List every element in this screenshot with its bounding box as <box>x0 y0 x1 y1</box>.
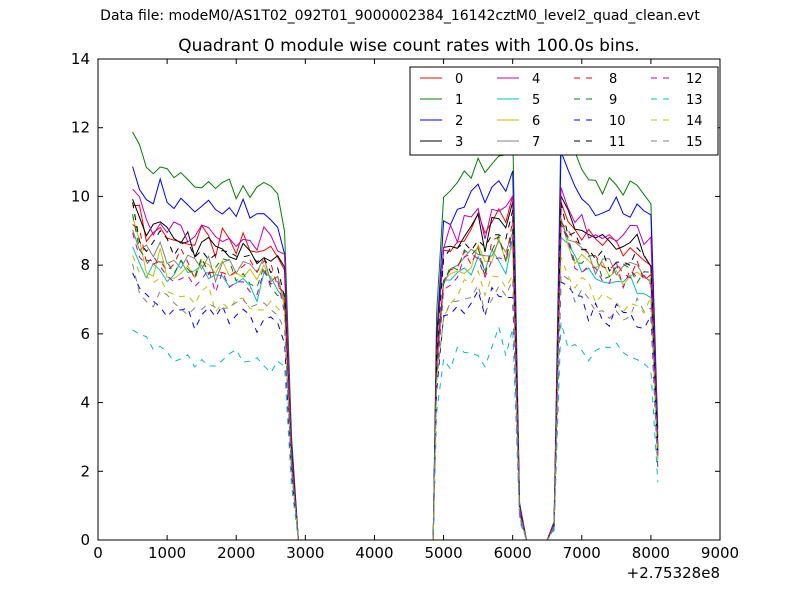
y-tick-label: 4 <box>80 394 90 412</box>
legend-label-2: 2 <box>455 114 463 129</box>
x-tick-label: 0 <box>93 544 103 562</box>
legend-label-3: 3 <box>455 135 463 150</box>
legend-label-7: 7 <box>532 135 540 150</box>
series-4-line <box>132 187 659 541</box>
y-tick-label: 14 <box>71 50 90 68</box>
series-2-line <box>132 151 659 541</box>
series-9-line <box>132 214 659 541</box>
legend-label-1: 1 <box>455 93 463 108</box>
x-tick-label: 2000 <box>217 544 255 562</box>
series-0-line <box>132 195 659 541</box>
series-14-line <box>132 255 659 541</box>
legend-label-8: 8 <box>609 72 617 87</box>
chart-title: Quadrant 0 module wise count rates with … <box>178 36 640 56</box>
legend-label-13: 13 <box>686 93 703 108</box>
legend-label-6: 6 <box>532 114 540 129</box>
axes-layer: 0 1000 2000 3000 4000 5000 6000 7000 8000 9000 0 2 4… <box>71 50 739 582</box>
y-tick-label: 10 <box>71 187 90 205</box>
series-15-line <box>132 263 659 541</box>
x-tick-label: 1000 <box>148 544 186 562</box>
y-tick-label: 0 <box>80 531 90 549</box>
x-tick-label: 8000 <box>632 544 670 562</box>
legend-label-14: 14 <box>686 114 703 129</box>
series-10-line <box>132 272 659 541</box>
legend-label-5: 5 <box>532 93 540 108</box>
y-tick-label: 12 <box>71 119 90 137</box>
series-5-line <box>132 236 659 541</box>
y-tick-label: 2 <box>80 462 90 480</box>
series-7-line <box>132 218 659 541</box>
series-12-line <box>132 225 659 541</box>
series-3-line <box>132 195 659 541</box>
legend-label-9: 9 <box>609 93 617 108</box>
data-file-title: Data file: modeM0/AS1T02_092T01_90000023… <box>100 8 700 24</box>
legend-label-0: 0 <box>455 72 463 87</box>
y-tick-label: 6 <box>80 325 90 343</box>
x-tick-label: 5000 <box>424 544 462 562</box>
legend-label-15: 15 <box>686 135 703 150</box>
x-tick-label: 9000 <box>701 544 739 562</box>
legend-label-12: 12 <box>686 72 703 87</box>
series-1-line <box>132 124 659 541</box>
series-11-line <box>132 202 659 541</box>
legend-label-4: 4 <box>532 72 540 87</box>
series-layer <box>132 124 659 541</box>
y-tick-label: 8 <box>80 256 90 274</box>
legend-label-11: 11 <box>609 135 626 150</box>
x-tick-label: 3000 <box>286 544 324 562</box>
x-tick-label: 7000 <box>563 544 601 562</box>
x-offset-label: +2.75328e8 <box>627 564 720 582</box>
plot-frame <box>97 58 721 541</box>
series-13-line <box>132 322 659 541</box>
x-tick-label: 4000 <box>355 544 393 562</box>
legend-label-10: 10 <box>609 114 626 129</box>
x-tick-label: 6000 <box>494 544 532 562</box>
legend-box <box>409 66 719 156</box>
